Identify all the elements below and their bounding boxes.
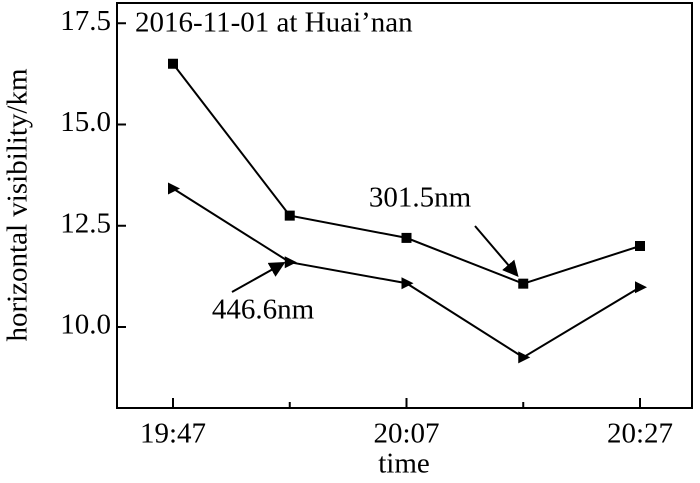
annotation-arrow: [231, 262, 286, 293]
marker: [168, 182, 180, 195]
marker: [518, 278, 529, 289]
x-tick-label: 20:07: [373, 418, 439, 450]
y-tick-label: 17.5: [60, 5, 111, 37]
y-axis-label: horizontal visibility/km: [2, 68, 34, 342]
plot-frame: [116, 2, 693, 409]
y-tick-label: 10.0: [60, 309, 111, 341]
annotation-arrow: [474, 225, 519, 278]
x-axis-label: time: [378, 448, 430, 480]
marker: [401, 232, 412, 243]
y-tick-label: 12.5: [60, 207, 111, 239]
marker: [635, 241, 645, 251]
x-tick-label: 20:27: [607, 418, 673, 450]
series-line: [172, 187, 641, 359]
marker: [284, 256, 297, 269]
series-label: 301.5nm: [369, 182, 472, 214]
x-tick-label: 19:47: [140, 418, 206, 450]
series-label: 446.6nm: [212, 294, 315, 326]
marker: [284, 210, 295, 221]
y-tick-label: 15.0: [60, 106, 111, 138]
marker: [635, 281, 647, 294]
marker: [518, 351, 531, 364]
series-line: [172, 63, 641, 285]
chart-title: 2016-11-01 at Huai’nan: [135, 7, 413, 39]
marker: [401, 277, 414, 290]
marker: [168, 58, 178, 69]
